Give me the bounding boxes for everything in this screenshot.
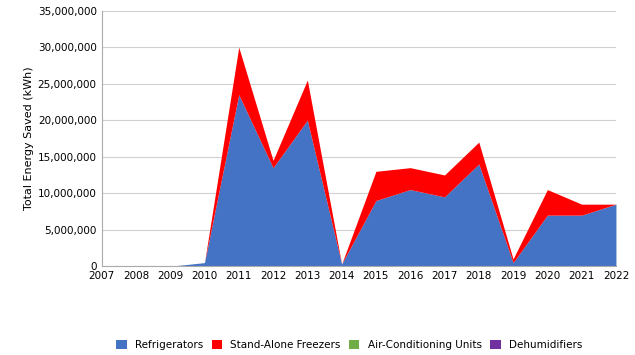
Legend: Refrigerators, Stand-Alone Freezers, Air-Conditioning Units, Dehumidifiers: Refrigerators, Stand-Alone Freezers, Air… — [116, 340, 582, 350]
Y-axis label: Total Energy Saved (kWh): Total Energy Saved (kWh) — [23, 67, 34, 210]
